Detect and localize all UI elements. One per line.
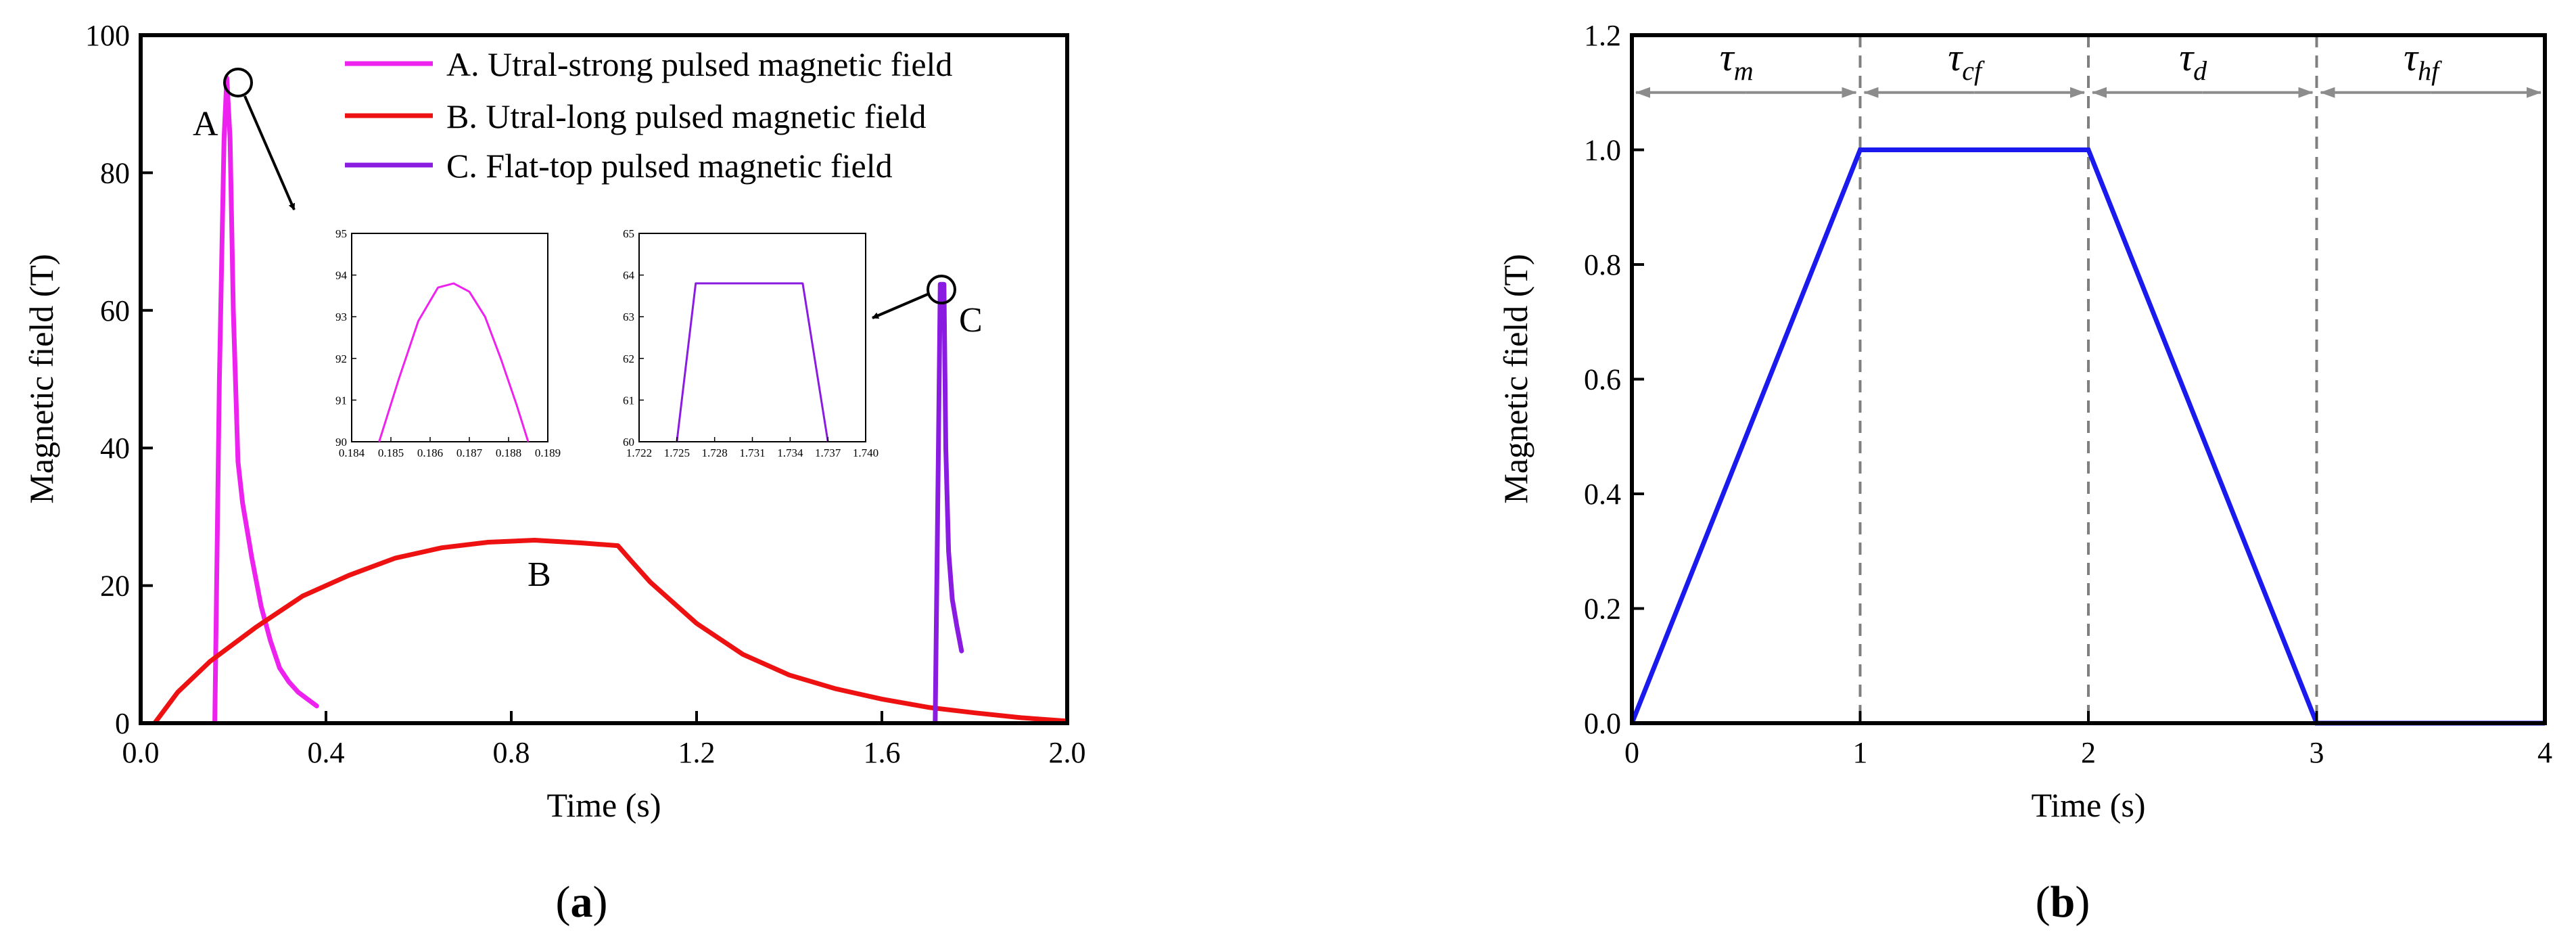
b-x-tick-label: 3 (2310, 736, 2324, 769)
inset-y-tick-label: 63 (623, 311, 634, 323)
b-phase-labels: τm τcf τd τhf (1720, 35, 2442, 86)
a-x-tick-label: 0.4 (308, 736, 345, 769)
inset-x-tick-label: 1.731 (739, 446, 765, 459)
b-x-tick-label: 1 (1853, 736, 1868, 769)
a-y-tick-label: 100 (85, 19, 130, 52)
a-y-tick-label: 0 (115, 707, 130, 740)
curve-label-c: C (959, 301, 983, 340)
phase-label-cf: τcf (1948, 35, 1985, 86)
b-y-tick-label: 0.4 (1584, 478, 1621, 511)
b-phase-boundaries (1858, 35, 2318, 723)
inset-line-c (676, 282, 829, 442)
inset-y-tick-label: 62 (623, 352, 634, 365)
a-x-tick-label: 0.0 (122, 736, 160, 769)
b-y-tick-label: 0.2 (1584, 593, 1621, 626)
inset-x-tick-label: 0.187 (456, 446, 483, 459)
inset-x-tick-label: 1.737 (815, 446, 841, 459)
phase-label-hf: τhf (2404, 35, 2442, 86)
inset-x-tick-label: 0.188 (496, 446, 521, 459)
inset-y-tick-label: 61 (623, 394, 634, 407)
inset-a-frame (351, 233, 548, 442)
a-y-tick-label: 20 (100, 570, 130, 603)
phase-label-d: τd (2179, 35, 2207, 86)
legend-label-a: A. Utral-strong pulsed magnetic field (446, 45, 952, 83)
b-ticks (1631, 34, 2546, 725)
a-x-tick-label: 0.8 (493, 736, 530, 769)
peak-c-marker (927, 275, 956, 304)
legend-label-b: B. Utral-long pulsed magnetic field (446, 97, 927, 135)
b-y-tick-label: 1.2 (1584, 19, 1621, 52)
inset-c-frame (638, 233, 866, 442)
inset-y-tick-label: 64 (623, 269, 635, 282)
a-x-tick-label: 1.6 (864, 736, 901, 769)
curve-label-b: B (528, 555, 551, 594)
inset-x-tick-label: 0.186 (417, 446, 443, 459)
a-tick-labels: 0.0 0.4 0.8 1.2 1.6 2.0 0 20 40 60 80 100 (85, 19, 1086, 769)
inset-c: 1.722 1.725 1.728 1.731 1.734 1.737 1.740 60 61 6… (623, 227, 879, 459)
inset-x-tick-label: 1.725 (664, 446, 690, 459)
b-y-tick-label: 0.6 (1584, 363, 1621, 396)
inset-x-tick-label: 0.185 (378, 446, 404, 459)
inset-y-tick-label: 94 (335, 269, 348, 282)
inset-x-tick-label: 1.728 (702, 446, 728, 459)
a-x-tick-label: 1.2 (678, 736, 716, 769)
b-y-tick-label: 0.0 (1584, 707, 1621, 740)
inset-x-tick-label: 1.722 (626, 446, 652, 459)
a-x-axis-label: Time (s) (546, 786, 661, 824)
b-series-group (1629, 147, 2545, 726)
legend-label-c: C. Flat-top pulsed magnetic field (446, 147, 893, 185)
inset-y-tick-label: 65 (623, 227, 634, 240)
inset-x-tick-label: 1.740 (853, 446, 879, 459)
inset-line-a (378, 282, 530, 442)
inset-y-tick-label: 60 (623, 436, 634, 449)
a-x-tick-label: 2.0 (1049, 736, 1086, 769)
inset-x-tick-label: 0.184 (339, 446, 365, 459)
peak-a-marker (223, 68, 253, 97)
a-y-tick-label: 40 (100, 432, 130, 465)
a-ticks (139, 34, 1069, 725)
inset-y-tick-label: 90 (335, 436, 347, 449)
b-x-tick-label: 4 (2537, 736, 2552, 769)
a-series-group (152, 75, 1067, 723)
curve-label-a: A (193, 105, 218, 143)
b-y-tick-label: 1.0 (1584, 134, 1621, 167)
series-line-b (152, 538, 1067, 723)
b-x-tick-label: 0 (1624, 736, 1639, 769)
inset-x-tick-label: 1.734 (777, 446, 803, 459)
caption-a: (a) (556, 877, 608, 927)
series-line-pulse (1629, 147, 2545, 726)
b-y-tick-label: 0.8 (1584, 248, 1621, 281)
b-y-axis-label: Magnetic field (T) (1497, 254, 1535, 503)
a-y-tick-label: 60 (100, 294, 130, 327)
inset-x-tick-label: 0.189 (535, 446, 561, 459)
a-y-axis-label: Magnetic field (T) (22, 254, 60, 503)
series-line-c (933, 281, 964, 723)
b-x-axis-label: Time (s) (2031, 786, 2145, 824)
b-x-tick-label: 2 (2081, 736, 2096, 769)
a-y-tick-label: 80 (100, 156, 130, 189)
b-tick-labels: 0 1 2 3 4 0.0 0.2 0.4 0.6 0.8 1.0 1.2 (1584, 19, 2552, 769)
phase-label-m: τm (1720, 35, 1754, 86)
a-plot-frame (139, 33, 1069, 725)
caption-b: (b) (2036, 877, 2090, 927)
inset-a: 0.184 0.185 0.186 0.187 0.188 0.189 90 91 92 93 94… (335, 227, 561, 459)
peak-c-arrow (872, 292, 930, 319)
inset-y-tick-label: 92 (335, 352, 347, 365)
inset-y-tick-label: 91 (335, 394, 347, 407)
panel-b: 0 1 2 3 4 0.0 0.2 0.4 0.6 0.8 1.0 1.2 Time (s) Magn… (1497, 19, 2552, 927)
a-legend: A. Utral-strong pulsed magnetic field B.… (345, 45, 952, 185)
inset-y-tick-label: 93 (335, 311, 347, 323)
peak-a-arrow (243, 95, 296, 210)
inset-y-tick-label: 95 (335, 227, 347, 240)
series-line-a (212, 75, 319, 723)
